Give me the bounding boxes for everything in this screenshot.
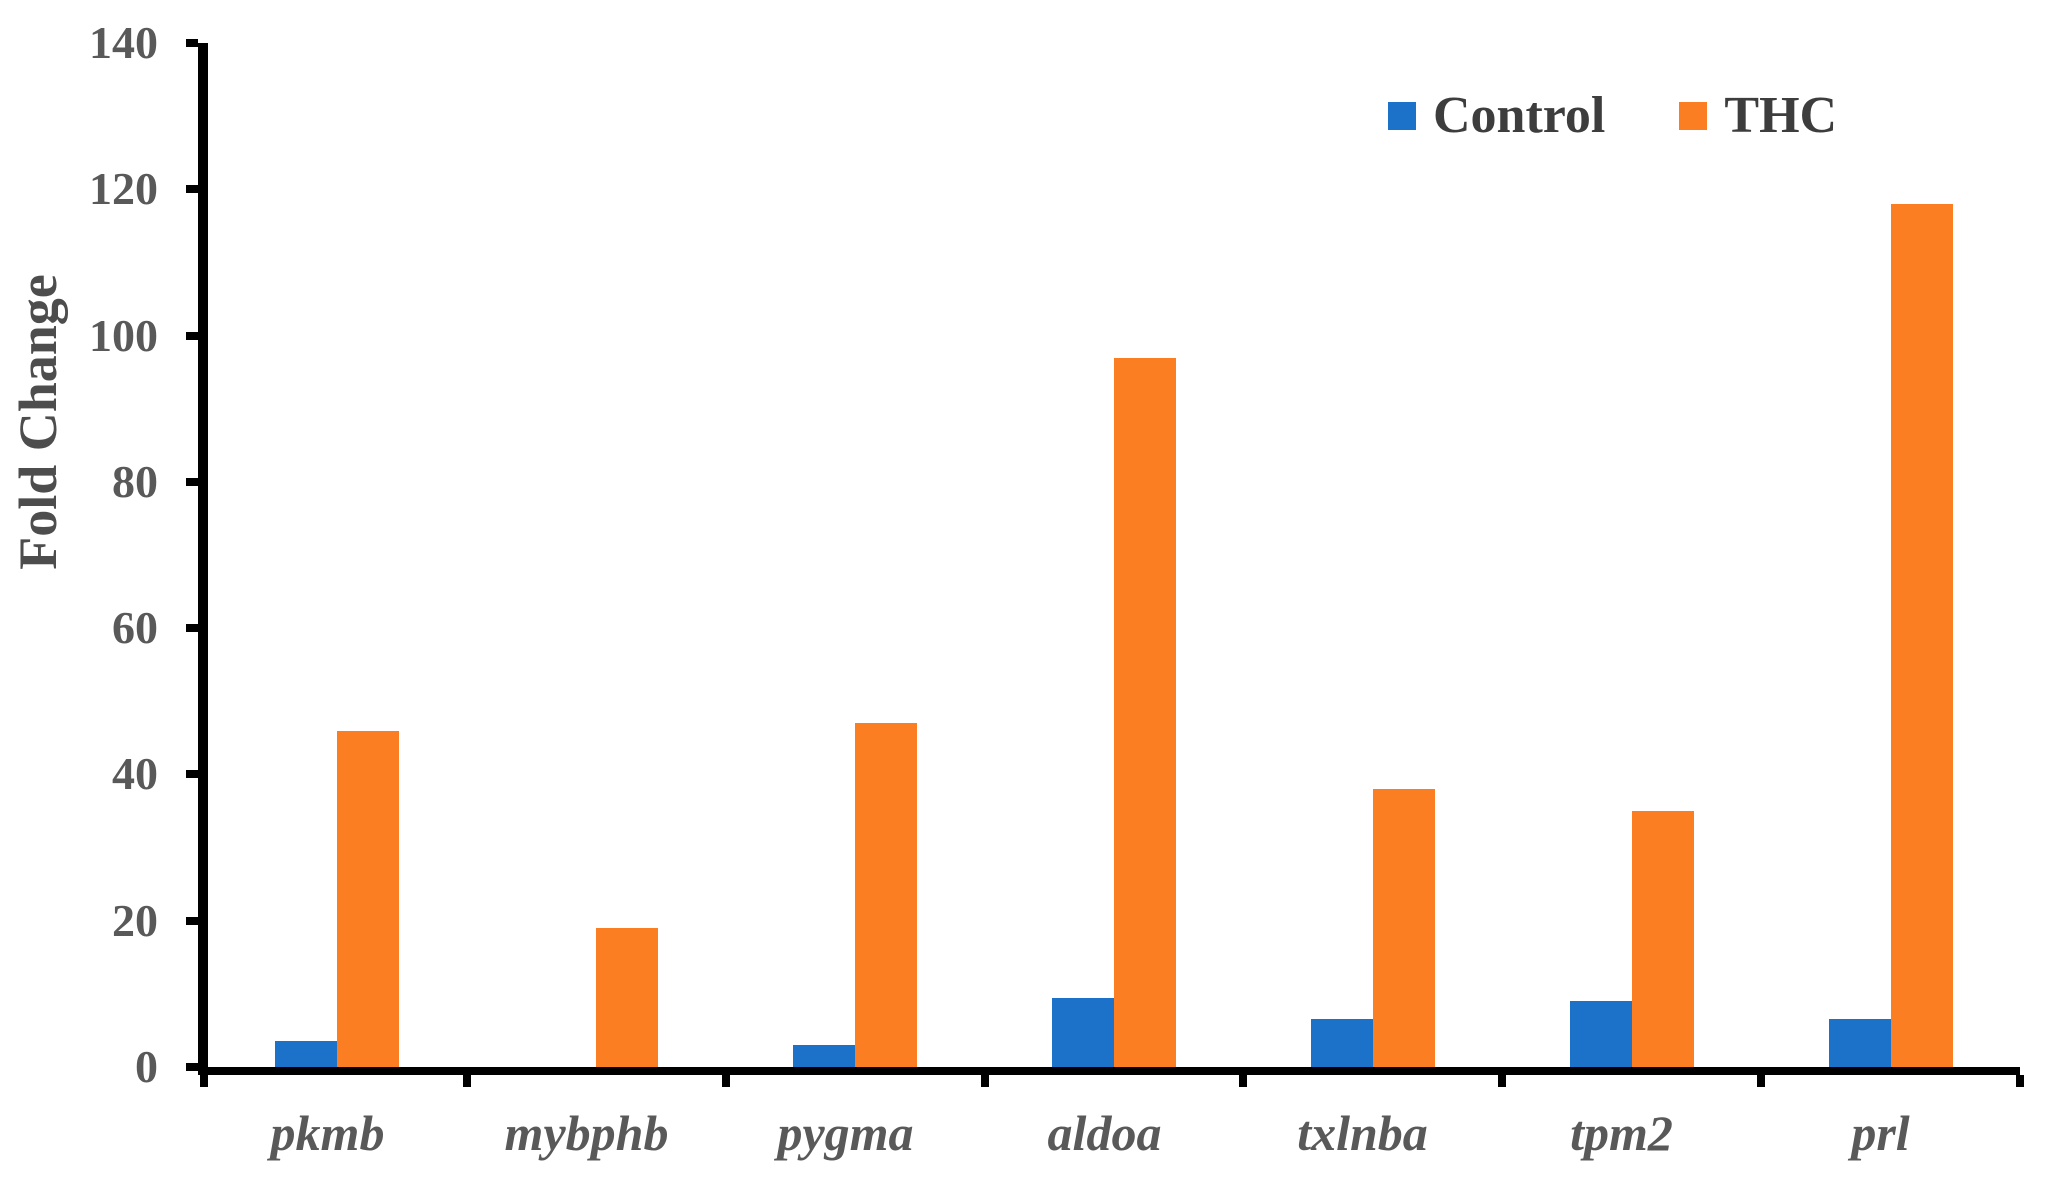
thc-swatch-icon	[1679, 102, 1708, 130]
y-axis-title: Fold Change	[8, 274, 68, 570]
bar-control-tpm2	[1570, 1001, 1632, 1067]
x-axis-tick	[1239, 1075, 1247, 1087]
x-axis-category-label-aldoa: aldoa	[1047, 1105, 1162, 1161]
y-axis-tick	[186, 1063, 198, 1071]
x-axis-category-label-prl: prl	[1851, 1105, 1910, 1161]
legend-item-thc: THC	[1679, 88, 1837, 144]
x-axis-tick	[2016, 1075, 2024, 1087]
legend-label-control: Control	[1433, 87, 1606, 144]
y-axis-tick-label: 20	[112, 894, 158, 946]
plot-area	[186, 39, 2024, 1087]
y-axis-tick-label: 120	[89, 163, 158, 215]
x-axis-category-label-pkmb: pkmb	[270, 1105, 385, 1161]
y-axis-tick-label: 40	[112, 748, 158, 800]
bar-control-txlnba	[1311, 1019, 1373, 1067]
y-axis-tick-label: 60	[112, 602, 158, 654]
x-axis-tick	[981, 1075, 989, 1087]
y-axis-tick-label: 0	[135, 1041, 158, 1092]
bar-thc-pkmb	[337, 731, 399, 1067]
bar-thc-pygma	[855, 723, 917, 1067]
y-axis-tick-label: 140	[89, 17, 158, 68]
bar-control-prl	[1829, 1019, 1891, 1067]
x-axis-tick	[1498, 1075, 1506, 1087]
bar-thc-aldoa	[1114, 358, 1176, 1067]
bar-thc-txlnba	[1373, 789, 1435, 1067]
y-axis-tick	[186, 331, 198, 340]
x-axis-category-label-mybphb: mybphb	[504, 1105, 669, 1161]
bar-thc-prl	[1891, 204, 1953, 1067]
x-axis-tick	[200, 1075, 208, 1087]
y-axis-tick	[186, 624, 198, 633]
y-axis-tick	[186, 916, 198, 925]
x-axis-category-label-txlnba: txlnba	[1297, 1105, 1428, 1161]
bar-control-pkmb	[275, 1041, 337, 1067]
y-axis-tick-label: 80	[112, 455, 158, 507]
y-axis-tick-label: 100	[89, 309, 158, 361]
x-axis-tick	[722, 1075, 730, 1087]
x-axis-category-label-tpm2: tpm2	[1570, 1105, 1673, 1161]
legend: Control THC	[1388, 88, 1837, 144]
y-axis-tick	[186, 185, 198, 194]
control-swatch-icon	[1388, 102, 1416, 130]
x-axis-category-label-pygma: pygma	[777, 1105, 914, 1161]
y-axis-tick	[186, 770, 198, 779]
x-axis-tick	[463, 1075, 471, 1087]
legend-item-control: Control	[1388, 88, 1605, 144]
y-axis-tick	[186, 39, 198, 47]
bar-thc-tpm2	[1632, 811, 1694, 1067]
x-axis-tick	[1757, 1075, 1765, 1087]
y-axis-tick	[186, 477, 198, 486]
bar-control-pygma	[793, 1045, 855, 1067]
bar-control-aldoa	[1052, 998, 1114, 1067]
bar-thc-mybphb	[596, 928, 658, 1067]
legend-label-thc: THC	[1724, 87, 1838, 144]
